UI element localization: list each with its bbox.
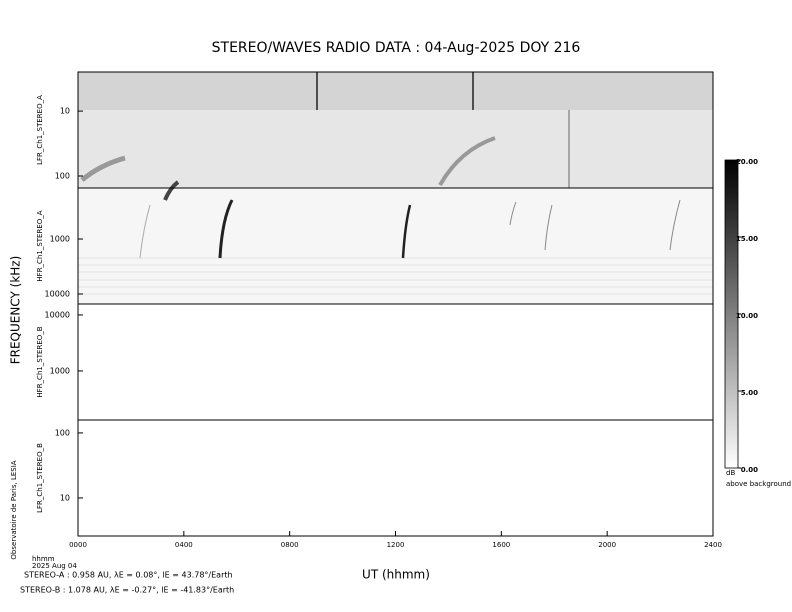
colorbar-label: above background [726,480,791,488]
colorbar-tick-label: 5.00 [741,389,758,397]
x-tick-label: 1200 [387,541,405,549]
y-tick-label: 1000 [50,366,70,375]
footnote: STEREO-B : 1.078 AU, λE = -0.27°, lE = -… [20,586,234,595]
colorbar-tick-label: 0.00 [741,466,758,474]
spectrogram-background [78,72,713,304]
panel-label: LFR_Ch1_STEREO_A [36,95,44,165]
panel-frame [77,419,714,537]
x-axis-label: UT (hhmm) [362,568,430,582]
y-tick-label: 10 [60,107,70,116]
date-label: 2025 Aug 04 [32,562,77,570]
x-tick-label: 2400 [704,541,722,549]
x-unit-label: hhmm [32,555,55,563]
colorbar-unit: dB [726,469,735,477]
x-tick-label: 1600 [492,541,510,549]
chart-title: STEREO/WAVES RADIO DATA : 04-Aug-2025 DO… [212,40,581,56]
y-tick-label: 10000 [45,290,70,299]
x-tick-label: 0400 [175,541,193,549]
y-tick-label: 100 [55,172,70,181]
y-tick-label: 1000 [50,235,70,244]
y-tick-label: 100 [55,428,70,437]
y-tick-label: 10 [60,493,70,502]
panel-label: HFR_Ch1_STEREO_A [36,210,44,281]
panel-label: LFR_Ch1_STEREO_B [36,443,44,513]
panel-label: HFR_Ch1_STEREO_B [36,326,44,397]
y-tick-label: 10000 [45,310,70,319]
colorbar-tick-label: 10.00 [736,312,758,320]
colorbar-tick-label: 15.00 [736,235,758,243]
x-tick-label: 2000 [598,541,616,549]
footnote: STEREO-A : 0.958 AU, λE = 0.08°, lE = 43… [24,571,233,580]
colorbar-tick-label: 20.00 [736,158,758,166]
x-tick-label: 0800 [281,541,299,549]
x-tick-label: 0000 [69,541,87,549]
credit: Observatoire de Paris, LESIA [10,460,18,559]
panel-frame [77,303,714,421]
y-axis-label: FREQUENCY (kHz) [9,256,23,365]
